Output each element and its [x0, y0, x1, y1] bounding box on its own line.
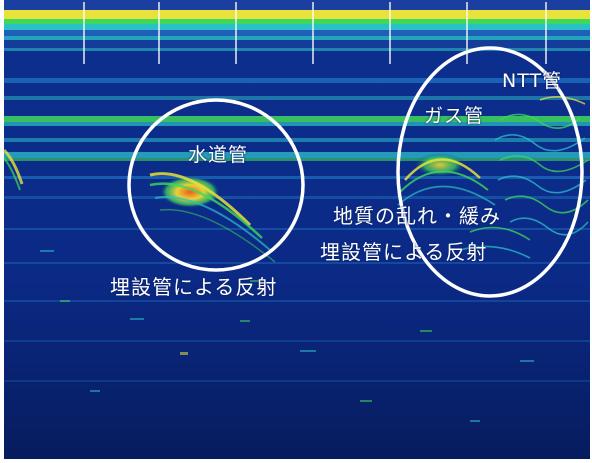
buried-pipe-reflection-label-right: 埋設管による反射 [320, 240, 488, 264]
disturbed-soil-texture [459, 96, 589, 259]
noise-speckle [40, 250, 534, 422]
ntt-pipe-label: NTT管 [502, 70, 563, 92]
gas-pipe-reflection [397, 153, 496, 206]
soil-disturbance-label: 地質の乱れ・緩み [333, 204, 501, 228]
buried-pipe-reflection-label-left: 埋設管による反射 [110, 275, 278, 299]
water-pipe-reflection [149, 172, 276, 263]
water-pipe-circle [127, 98, 305, 272]
surface-band-yellow [4, 10, 590, 19]
reflection-band-green [4, 116, 590, 122]
water-pipe-label: 水道管 [188, 144, 249, 166]
gas-pipe-label: ガス管 [424, 105, 485, 127]
gas-ntt-circle [396, 46, 584, 298]
distance-markers [83, 2, 547, 64]
